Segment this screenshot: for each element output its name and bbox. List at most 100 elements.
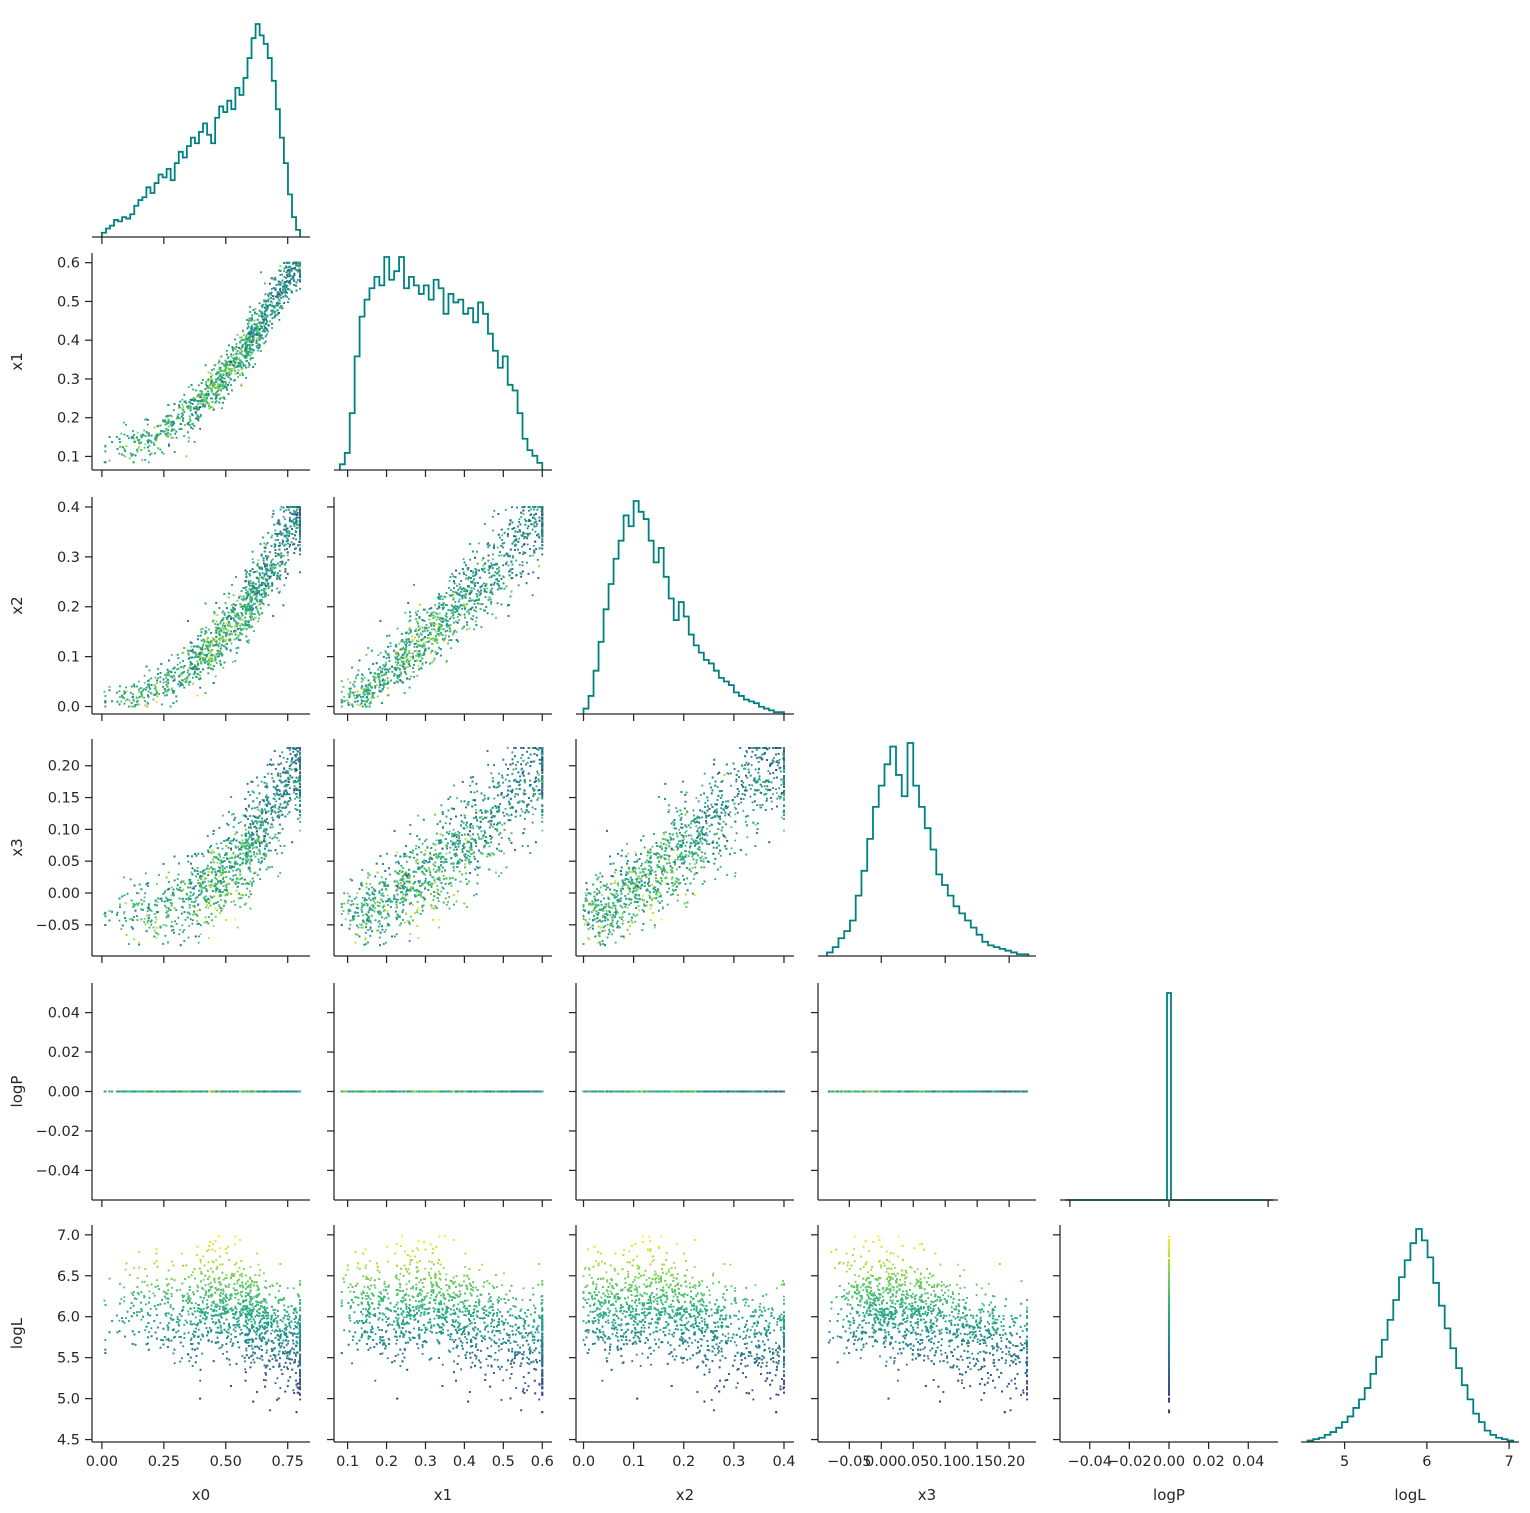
scatter-point (177, 413, 180, 416)
scatter-point (270, 568, 273, 571)
scatter-point (223, 611, 226, 614)
scatter-point (253, 312, 256, 315)
scatter-point (196, 418, 199, 420)
scatter-point (175, 430, 178, 433)
scatter-point (210, 397, 212, 400)
scatter-point (196, 668, 199, 671)
scatter-point (219, 373, 222, 376)
scatter-point (279, 508, 282, 511)
scatter-point (187, 652, 190, 655)
scatter-point (245, 591, 248, 594)
scatter-point (290, 269, 293, 272)
scatter-point (278, 312, 280, 314)
scatter-point (236, 624, 239, 627)
scatter-point (214, 675, 217, 678)
scatter-point (210, 654, 213, 656)
scatter-point (233, 368, 236, 371)
scatter-point (287, 542, 289, 545)
scatter-point (145, 418, 148, 421)
scatter-point (146, 680, 149, 682)
scatter-point (183, 665, 186, 667)
scatter-point (226, 372, 228, 375)
scatter-point (172, 702, 175, 704)
scatter-point (215, 392, 218, 395)
scatter-point (188, 421, 191, 424)
scatter-point (279, 289, 281, 291)
scatter-point (245, 352, 248, 355)
scatter-point (245, 366, 247, 369)
scatter-point (238, 365, 240, 368)
scatter-point (202, 668, 205, 671)
scatter-point (276, 587, 279, 590)
scatter-point (148, 683, 150, 686)
scatter-point (263, 324, 266, 327)
scatter-point (280, 297, 283, 300)
scatter-point (232, 364, 235, 367)
scatter-point (191, 668, 194, 670)
scatter-point (245, 334, 248, 337)
scatter-point (230, 611, 233, 614)
scatter-point (145, 686, 148, 689)
scatter-point (241, 366, 244, 369)
scatter-point (285, 265, 288, 268)
scatter-point (276, 302, 278, 305)
scatter-point (248, 620, 250, 623)
scatter-point (286, 291, 288, 294)
scatter-point (257, 343, 260, 345)
scatter-point (224, 364, 227, 367)
scatter-point (165, 428, 168, 430)
scatter-point (133, 437, 135, 440)
scatter-point (192, 388, 194, 391)
scatter-point (295, 261, 298, 264)
scatter-point (120, 700, 123, 703)
scatter-point (209, 378, 212, 381)
panel-x0-vs-x0 (92, 23, 310, 238)
scatter-point (237, 646, 240, 649)
scatter-point (262, 303, 265, 306)
scatter-point (146, 423, 149, 426)
scatter-point (219, 366, 222, 369)
scatter-point (275, 563, 278, 566)
scatter-point (244, 347, 247, 350)
scatter-point (125, 445, 128, 448)
scatter-point (138, 438, 141, 441)
scatter-point (280, 281, 283, 284)
scatter-point (253, 311, 256, 314)
scatter-point (241, 618, 244, 621)
scatter-point (166, 428, 169, 431)
scatter-point (162, 420, 165, 423)
scatter-point (288, 517, 291, 519)
scatter-point (239, 352, 242, 355)
scatter-point (265, 543, 268, 546)
scatter-point (264, 316, 267, 319)
scatter-point (253, 602, 256, 605)
scatter-point (202, 400, 205, 403)
scatter-point (221, 407, 223, 410)
scatter-point (188, 406, 191, 409)
scatter-point (207, 378, 210, 381)
scatter-point (249, 609, 251, 611)
scatter-point (283, 282, 286, 285)
scatter-point (291, 275, 294, 278)
scatter-points (103, 261, 301, 464)
scatter-point (180, 673, 183, 676)
scatter-point (271, 569, 273, 572)
scatter-point (170, 429, 173, 432)
scatter-point (257, 327, 259, 330)
scatter-point (227, 596, 230, 599)
scatter-point (293, 523, 295, 525)
scatter-point (268, 585, 271, 588)
scatter-point (281, 562, 284, 565)
scatter-point (247, 344, 250, 346)
scatter-point (263, 330, 266, 333)
scatter-point (285, 266, 288, 269)
scatter-point (250, 606, 253, 609)
scatter-point (230, 372, 233, 375)
scatter-point (146, 446, 149, 449)
scatter-point (228, 640, 231, 642)
scatter-point (249, 336, 252, 339)
scatter-point (188, 401, 191, 403)
scatter-point (212, 368, 215, 370)
scatter-point (123, 421, 126, 424)
scatter-point (286, 270, 289, 273)
